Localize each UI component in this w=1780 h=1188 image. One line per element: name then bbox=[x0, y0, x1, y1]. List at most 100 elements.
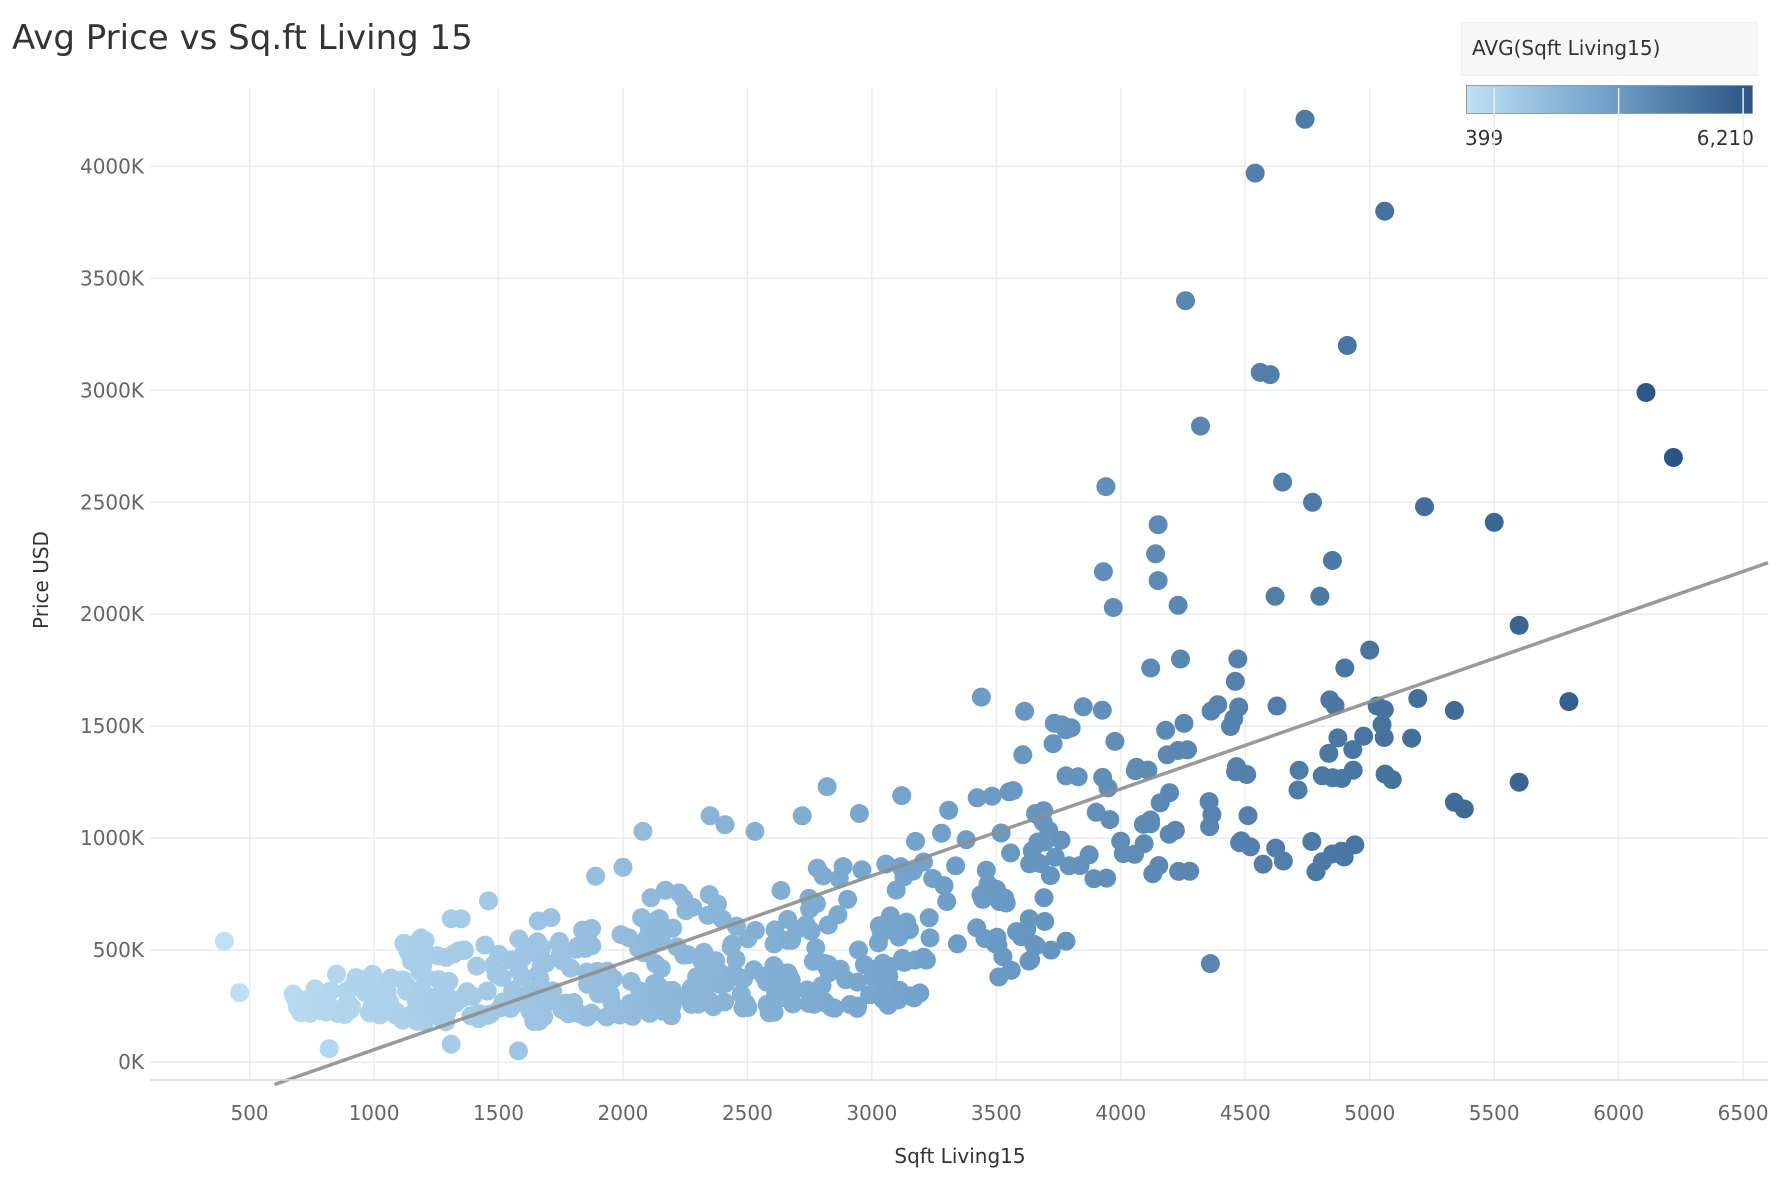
data-point[interactable] bbox=[439, 971, 459, 991]
data-point[interactable] bbox=[512, 966, 532, 986]
data-point[interactable] bbox=[939, 800, 959, 820]
data-point[interactable] bbox=[1003, 781, 1023, 801]
data-point[interactable] bbox=[508, 1041, 528, 1061]
data-point[interactable] bbox=[1171, 649, 1190, 669]
data-point[interactable] bbox=[536, 953, 556, 973]
data-point[interactable] bbox=[1343, 760, 1363, 780]
data-point[interactable] bbox=[1160, 783, 1180, 803]
data-point[interactable] bbox=[828, 905, 848, 925]
data-point[interactable] bbox=[1034, 888, 1054, 908]
data-point[interactable] bbox=[475, 935, 495, 955]
data-point[interactable] bbox=[1444, 701, 1464, 720]
data-point[interactable] bbox=[1509, 772, 1529, 792]
data-point[interactable] bbox=[1636, 383, 1656, 402]
data-point[interactable] bbox=[1354, 726, 1374, 746]
data-point[interactable] bbox=[342, 997, 361, 1017]
data-point[interactable] bbox=[1056, 931, 1076, 951]
data-point[interactable] bbox=[641, 888, 661, 908]
data-point[interactable] bbox=[971, 687, 991, 707]
data-point[interactable] bbox=[700, 806, 720, 826]
data-point[interactable] bbox=[806, 938, 826, 958]
data-point[interactable] bbox=[1360, 640, 1380, 660]
legend-header[interactable]: AVG(Sqft Living15) bbox=[1461, 22, 1758, 76]
data-point[interactable] bbox=[783, 994, 803, 1014]
data-point[interactable] bbox=[1295, 109, 1315, 129]
data-point[interactable] bbox=[1374, 728, 1394, 747]
data-point[interactable] bbox=[1267, 696, 1287, 716]
data-point[interactable] bbox=[541, 908, 561, 928]
data-point[interactable] bbox=[1178, 740, 1197, 760]
data-point[interactable] bbox=[849, 804, 869, 823]
data-point[interactable] bbox=[1374, 700, 1394, 720]
data-point[interactable] bbox=[1202, 805, 1222, 825]
data-point[interactable] bbox=[715, 815, 735, 835]
data-point[interactable] bbox=[771, 881, 791, 900]
data-point[interactable] bbox=[305, 979, 325, 999]
data-point[interactable] bbox=[1176, 291, 1195, 311]
data-point[interactable] bbox=[633, 821, 653, 841]
data-point[interactable] bbox=[230, 983, 250, 1003]
data-point[interactable] bbox=[910, 983, 930, 1003]
data-point[interactable] bbox=[1174, 713, 1194, 733]
data-point[interactable] bbox=[1079, 845, 1099, 865]
data-point[interactable] bbox=[1484, 512, 1504, 532]
data-point[interactable] bbox=[1093, 562, 1113, 582]
data-point[interactable] bbox=[1559, 692, 1579, 712]
data-point[interactable] bbox=[1345, 835, 1365, 855]
data-point[interactable] bbox=[712, 909, 732, 929]
data-point[interactable] bbox=[1245, 163, 1265, 183]
data-point[interactable] bbox=[1415, 497, 1434, 517]
data-point[interactable] bbox=[937, 892, 957, 911]
data-point[interactable] bbox=[454, 941, 474, 960]
data-point[interactable] bbox=[683, 897, 703, 917]
data-point[interactable] bbox=[1337, 336, 1357, 355]
data-point[interactable] bbox=[1013, 745, 1033, 765]
data-points[interactable] bbox=[214, 109, 1683, 1061]
data-point[interactable] bbox=[1015, 701, 1035, 721]
data-point[interactable] bbox=[880, 906, 900, 926]
data-point[interactable] bbox=[477, 981, 497, 1001]
data-point[interactable] bbox=[1225, 671, 1245, 691]
data-point[interactable] bbox=[1019, 909, 1039, 929]
data-point[interactable] bbox=[663, 918, 683, 938]
data-point[interactable] bbox=[1035, 912, 1055, 931]
data-point[interactable] bbox=[1319, 743, 1339, 763]
data-point[interactable] bbox=[1096, 477, 1116, 497]
data-point[interactable] bbox=[849, 940, 868, 960]
data-point[interactable] bbox=[715, 992, 734, 1012]
data-point[interactable] bbox=[1265, 586, 1285, 606]
data-point[interactable] bbox=[1073, 697, 1093, 717]
data-point[interactable] bbox=[1168, 595, 1188, 615]
data-point[interactable] bbox=[1260, 365, 1280, 385]
data-point[interactable] bbox=[586, 866, 606, 886]
data-point[interactable] bbox=[1040, 866, 1060, 886]
data-point[interactable] bbox=[1302, 832, 1322, 851]
data-point[interactable] bbox=[479, 891, 498, 911]
data-point[interactable] bbox=[1335, 658, 1355, 678]
data-point[interactable] bbox=[982, 786, 1002, 806]
data-point[interactable] bbox=[1149, 856, 1169, 876]
data-point[interactable] bbox=[1141, 658, 1161, 678]
data-point[interactable] bbox=[745, 921, 765, 940]
data-point[interactable] bbox=[745, 821, 765, 841]
data-point[interactable] bbox=[1343, 740, 1363, 760]
data-point[interactable] bbox=[848, 996, 867, 1016]
data-point[interactable] bbox=[1148, 515, 1168, 535]
data-point[interactable] bbox=[708, 894, 727, 914]
data-point[interactable] bbox=[906, 831, 925, 851]
data-point[interactable] bbox=[1051, 830, 1071, 850]
data-point[interactable] bbox=[1138, 760, 1158, 780]
data-point[interactable] bbox=[1322, 551, 1342, 570]
data-point[interactable] bbox=[214, 931, 234, 951]
data-point[interactable] bbox=[1001, 843, 1021, 863]
data-point[interactable] bbox=[792, 806, 812, 826]
data-point[interactable] bbox=[1328, 728, 1348, 748]
data-point[interactable] bbox=[993, 947, 1013, 967]
data-point[interactable] bbox=[467, 956, 487, 976]
data-point[interactable] bbox=[531, 937, 551, 957]
data-point[interactable] bbox=[319, 1039, 339, 1059]
data-point[interactable] bbox=[1097, 868, 1117, 888]
data-point[interactable] bbox=[1273, 472, 1293, 492]
data-point[interactable] bbox=[726, 950, 746, 970]
data-point[interactable] bbox=[651, 959, 671, 978]
